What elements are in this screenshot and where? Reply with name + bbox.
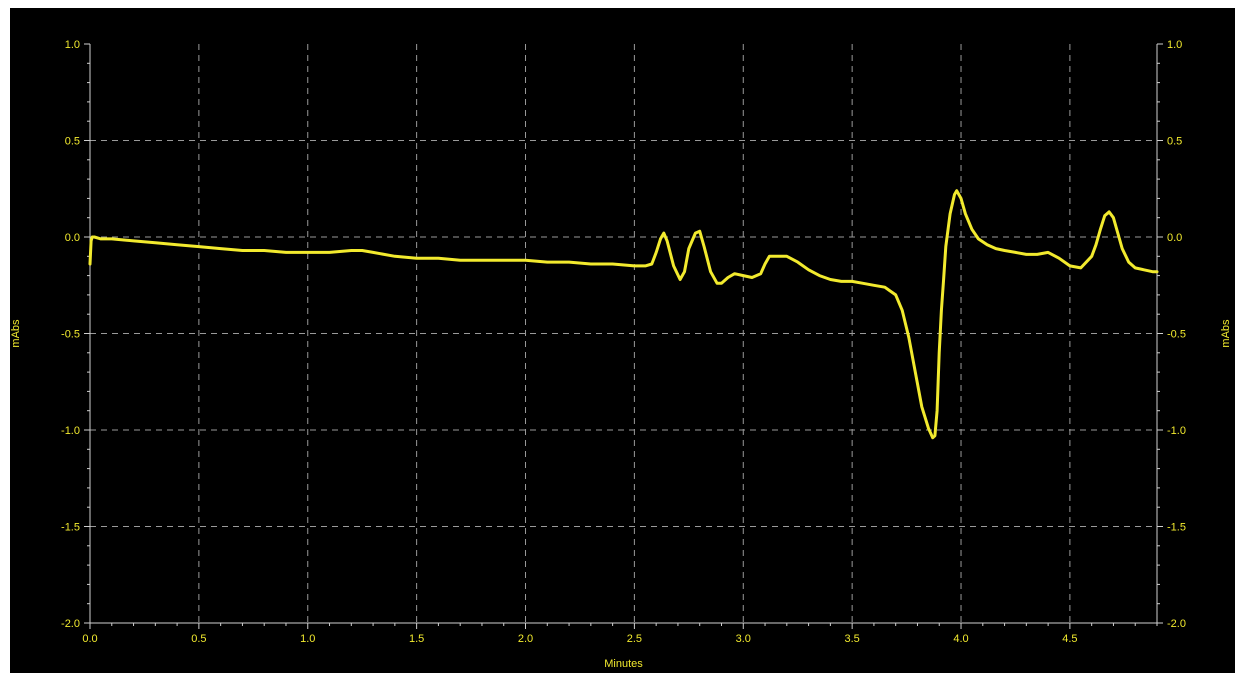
x-tick-label: 3.0 (736, 633, 751, 645)
x-tick-label: 0.5 (191, 633, 206, 645)
y-tick-label-left: -0.5 (61, 329, 80, 341)
y-tick-label-left: 0.5 (65, 136, 80, 148)
y-tick-label-left: 0.0 (65, 232, 80, 244)
x-axis-title: Minutes (604, 658, 643, 670)
chromatogram-chart: 0.0 0.5 1.0 1.5 2.0 2.5 3.0 3.5 4.0 4.5 1.0 1.0 0.5 0… (10, 39, 1232, 670)
grid (90, 44, 1157, 623)
y-tick-label-right: 0.0 (1167, 232, 1182, 244)
y-tick-label-left: -1.0 (61, 425, 80, 437)
y-tick-label-right: -0.5 (1167, 329, 1186, 341)
axes: 0.0 0.5 1.0 1.5 2.0 2.5 3.0 3.5 4.0 4.5 1.0 1.0 0.5 0… (61, 39, 1186, 645)
x-tick-label: 2.0 (518, 633, 533, 645)
y-tick-label-right: 1.0 (1167, 39, 1182, 51)
chromatogram-trace (88, 189, 1159, 440)
x-tick-label: 4.0 (953, 633, 968, 645)
x-tick-label: 1.5 (409, 633, 424, 645)
y-tick-label-right: -1.0 (1167, 425, 1186, 437)
y-tick-label-right: 0.5 (1167, 136, 1182, 148)
chromatogram-panel: 0.0 0.5 1.0 1.5 2.0 2.5 3.0 3.5 4.0 4.5 1.0 1.0 0.5 0… (10, 8, 1235, 673)
trace-layer (88, 189, 1159, 440)
y-tick-label-left: -1.5 (61, 522, 80, 534)
y-tick-label-left: -2.0 (61, 618, 80, 630)
y-tick-label-left: 1.0 (65, 39, 80, 51)
x-tick-label: 1.0 (300, 633, 315, 645)
x-tick-label: 4.5 (1062, 633, 1077, 645)
y-axis-title-left: mAbs (10, 319, 22, 348)
x-tick-label: 3.5 (844, 633, 859, 645)
y-tick-label-right: -2.0 (1167, 618, 1186, 630)
y-axis-title-right: mAbs (1220, 319, 1232, 348)
y-tick-label-right: -1.5 (1167, 522, 1186, 534)
x-tick-label: 0.0 (82, 633, 97, 645)
x-tick-label: 2.5 (627, 633, 642, 645)
